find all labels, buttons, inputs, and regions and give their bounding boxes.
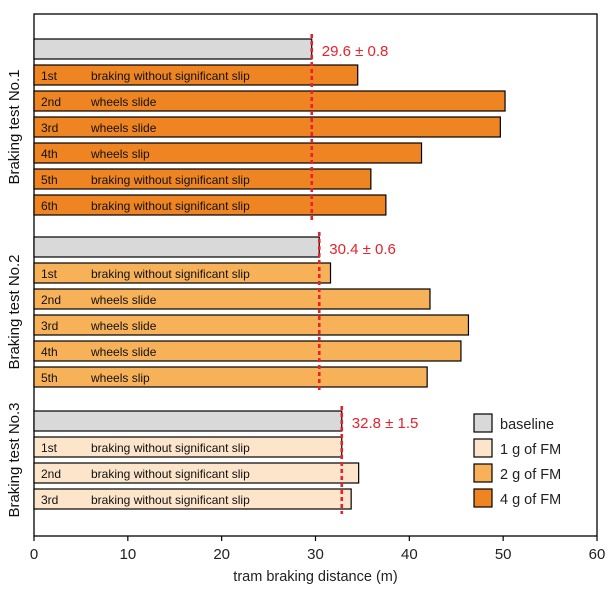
legend-label: 1 g of FM bbox=[500, 442, 561, 458]
bar bbox=[33, 64, 359, 86]
bar-run-label: 4th bbox=[41, 345, 58, 359]
bar bbox=[33, 142, 423, 164]
bar bbox=[33, 436, 343, 458]
legend-label: baseline bbox=[500, 417, 554, 433]
bar-desc-label: wheels slip bbox=[90, 147, 150, 161]
bar-desc-label: braking without significant slip bbox=[91, 69, 250, 83]
bar bbox=[33, 488, 352, 510]
mean-annotation: 30.4 ± 0.6 bbox=[329, 241, 396, 258]
legend-swatch bbox=[473, 413, 493, 433]
group-label: Braking test No.3 bbox=[6, 402, 23, 517]
x-tick-label: 30 bbox=[307, 546, 324, 563]
legend-swatch bbox=[473, 463, 493, 483]
bar-desc-label: braking without significant slip bbox=[91, 467, 250, 481]
bar-run-label: 5th bbox=[41, 371, 58, 385]
bar-desc-label: braking without significant slip bbox=[91, 441, 250, 455]
legend-swatch bbox=[473, 488, 493, 508]
bar-run-label: 6th bbox=[41, 199, 58, 213]
bar-run-label: 1st bbox=[41, 441, 58, 455]
x-tick-label: 0 bbox=[30, 546, 38, 563]
mean-annotation: 32.8 ± 1.5 bbox=[352, 415, 419, 432]
legend-swatch bbox=[473, 438, 493, 458]
x-tick-label: 20 bbox=[213, 546, 230, 563]
bar-desc-label: wheels slide bbox=[90, 95, 157, 109]
x-tick-label: 50 bbox=[495, 546, 512, 563]
legend-label: 2 g of FM bbox=[500, 467, 561, 483]
bar-desc-label: wheels slide bbox=[90, 345, 157, 359]
bar-desc-label: braking without significant slip bbox=[91, 493, 250, 507]
bar-desc-label: braking without significant slip bbox=[91, 267, 250, 281]
bar-baseline bbox=[33, 410, 343, 432]
bar bbox=[33, 462, 360, 484]
bar bbox=[33, 314, 470, 336]
bar-baseline bbox=[33, 38, 313, 60]
bar bbox=[33, 116, 501, 138]
bar-run-label: 2nd bbox=[41, 95, 61, 109]
group-label: Braking test No.1 bbox=[6, 69, 23, 184]
bar-desc-label: braking without significant slip bbox=[91, 199, 250, 213]
bar-run-label: 1st bbox=[41, 267, 58, 281]
bar-run-label: 1st bbox=[41, 69, 58, 83]
bar bbox=[33, 262, 332, 284]
bar-desc-label: wheels slip bbox=[90, 371, 150, 385]
bar bbox=[33, 288, 431, 310]
bar bbox=[33, 168, 372, 190]
bar bbox=[33, 90, 506, 112]
bar-desc-label: wheels slide bbox=[90, 293, 157, 307]
bar bbox=[33, 194, 387, 216]
x-tick-label: 10 bbox=[119, 546, 136, 563]
bar-run-label: 2nd bbox=[41, 467, 61, 481]
bar-baseline bbox=[33, 236, 320, 258]
x-tick-label: 40 bbox=[401, 546, 418, 563]
bar-run-label: 3rd bbox=[41, 493, 58, 507]
bar-desc-label: braking without significant slip bbox=[91, 173, 250, 187]
bar bbox=[33, 340, 462, 362]
bar-desc-label: wheels slide bbox=[90, 121, 157, 135]
bar-run-label: 4th bbox=[41, 147, 58, 161]
x-axis-title: tram braking distance (m) bbox=[233, 569, 397, 585]
bar-run-label: 5th bbox=[41, 173, 58, 187]
bar-run-label: 3rd bbox=[41, 121, 58, 135]
group-label: Braking test No.2 bbox=[6, 254, 23, 369]
x-tick-label: 60 bbox=[589, 546, 606, 563]
bar-desc-label: wheels slide bbox=[90, 319, 157, 333]
bar-run-label: 2nd bbox=[41, 293, 61, 307]
bar-run-label: 3rd bbox=[41, 319, 58, 333]
legend-label: 4 g of FM bbox=[500, 492, 561, 508]
bar bbox=[33, 366, 428, 388]
mean-annotation: 29.6 ± 0.8 bbox=[322, 43, 389, 60]
